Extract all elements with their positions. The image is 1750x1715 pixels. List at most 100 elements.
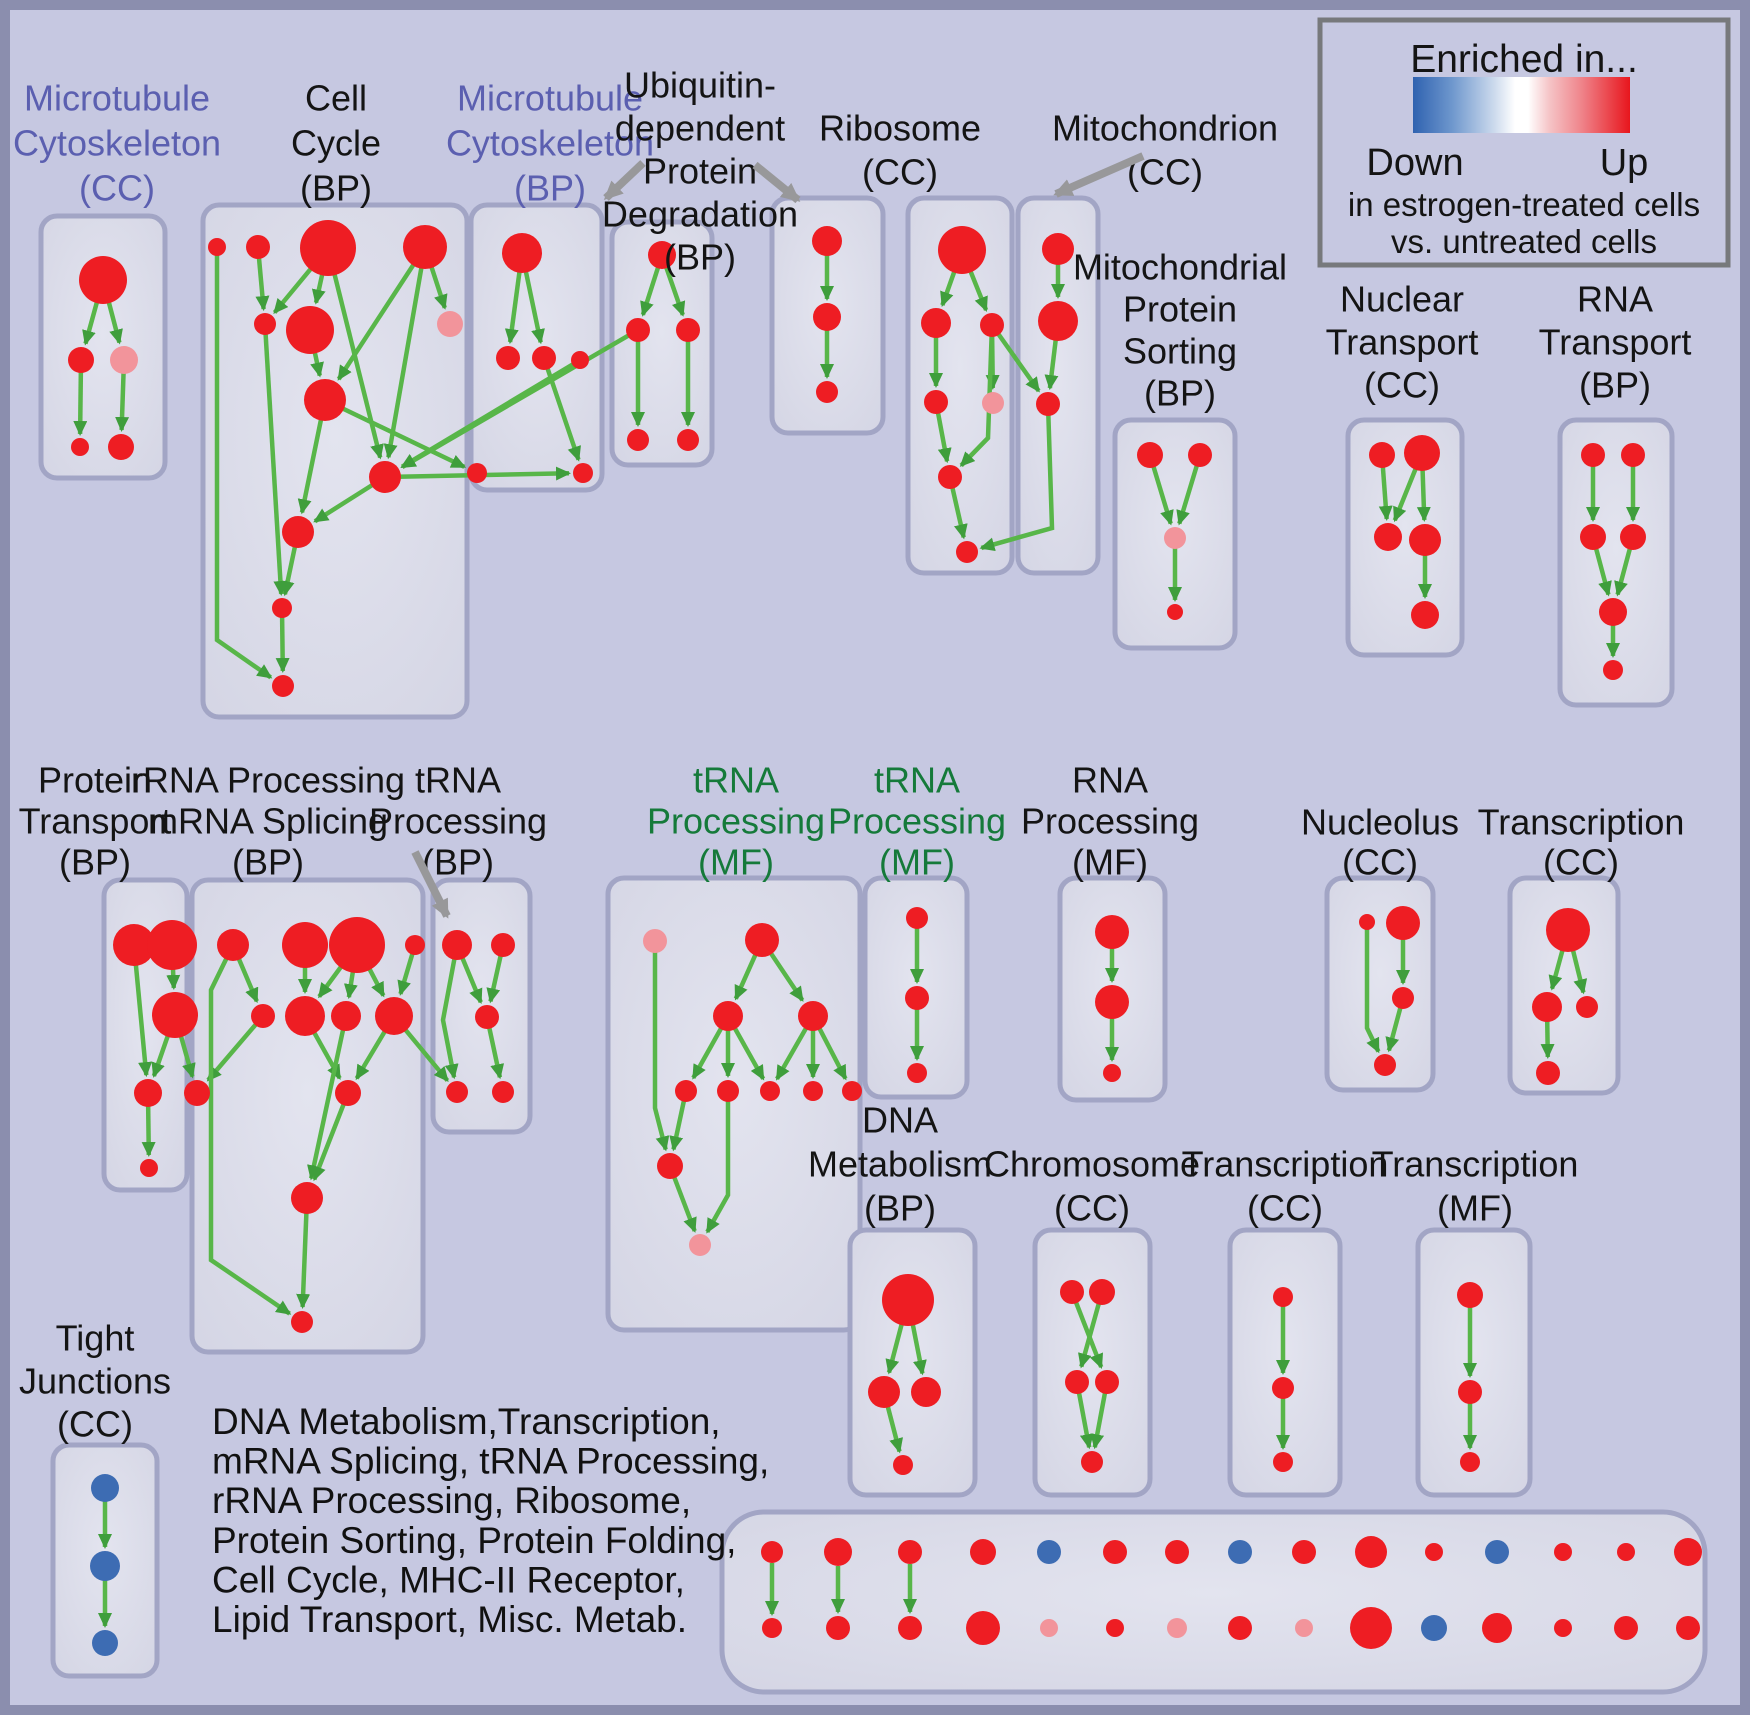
go-term-node <box>446 1081 468 1103</box>
cluster-label-ubiq-label: (BP) <box>664 237 736 278</box>
cluster-label-mito-sort: (BP) <box>1144 373 1216 414</box>
go-term-node <box>627 429 649 451</box>
go-term-node <box>956 541 978 563</box>
go-term-node <box>882 1274 934 1326</box>
cluster-label-nuclear-t: (CC) <box>1364 365 1440 406</box>
go-term-node <box>1042 233 1074 265</box>
go-term-node <box>893 1455 913 1475</box>
cluster-label-trna-bp: (BP) <box>422 842 494 883</box>
go-term-node <box>1374 1054 1396 1076</box>
cluster-label-prot-t: (BP) <box>59 842 131 883</box>
cluster-box-nuclear-t <box>1345 417 1465 658</box>
go-term-node <box>760 1081 780 1101</box>
go-term-node <box>1167 604 1183 620</box>
cluster-label-trna-bp: Processing <box>369 801 547 842</box>
summary-strip-node <box>1165 1540 1189 1564</box>
go-term-node <box>677 429 699 451</box>
cluster-label-dna-met: DNA <box>862 1100 938 1141</box>
legend: Enriched in... Down Up in estrogen-treat… <box>1317 17 1731 268</box>
go-term-node <box>1095 985 1129 1019</box>
cluster-label-mito-sort: Mitochondrial <box>1073 247 1287 288</box>
misc-clusters-annotation: DNA Metabolism,Transcription, mRNA Splic… <box>212 1401 769 1640</box>
go-term-node <box>1576 996 1598 1018</box>
cluster-label-cell-cycle: Cell <box>305 78 367 119</box>
go-term-node <box>648 241 676 269</box>
enrichment-edge <box>652 941 670 1152</box>
cluster-label-chromosome: (CC) <box>1054 1188 1130 1229</box>
enrichment-edge <box>1069 1291 1104 1369</box>
go-term-node <box>208 238 226 256</box>
summary-strip-node <box>1554 1619 1572 1637</box>
summary-strip-node <box>1295 1619 1313 1637</box>
go-term-node <box>405 935 425 955</box>
go-term-node <box>68 347 94 373</box>
summary-strip-node <box>898 1616 922 1640</box>
cluster-label-cell-cycle: (BP) <box>300 168 372 209</box>
cluster-label-trna-mf-1: Processing <box>647 801 825 842</box>
go-term-node <box>502 233 542 273</box>
go-term-node <box>745 923 779 957</box>
cluster-label-trna-mf-1: (MF) <box>698 842 774 883</box>
cluster-label-trans-mf: (MF) <box>1437 1188 1513 1229</box>
cluster-label-micro-cc: (CC) <box>79 168 155 209</box>
go-term-node <box>1536 1061 1560 1085</box>
go-term-node <box>816 381 838 403</box>
summary-strip-node <box>762 1618 782 1638</box>
go-term-node <box>980 313 1004 337</box>
cluster-box-micro-cc <box>38 213 168 481</box>
cluster-label-trans-cc-low: Transcription <box>1182 1144 1389 1185</box>
cluster-label-micro-bp: (BP) <box>514 168 586 209</box>
summary-strip-node <box>1425 1543 1443 1561</box>
cluster-label-ribosome: Ribosome <box>819 108 981 149</box>
go-term-node <box>1065 1370 1089 1394</box>
enrichment-edge <box>208 944 292 1316</box>
cluster-box-dna-met <box>847 1227 978 1498</box>
cluster-label-rna-t: Transport <box>1539 322 1692 363</box>
enrichment-edge <box>312 1092 351 1182</box>
go-term-node <box>272 675 294 697</box>
cluster-label-ubiq-label: dependent <box>615 108 785 149</box>
cluster-label-rrna: mRNA Splicing <box>148 801 388 842</box>
go-term-node <box>147 920 197 970</box>
cluster-label-nucleolus: (CC) <box>1342 842 1418 883</box>
go-term-node <box>442 930 472 960</box>
go-term-node <box>1532 992 1562 1022</box>
go-term-node <box>1038 301 1078 341</box>
go-term-node <box>1460 1452 1480 1472</box>
go-term-node <box>71 438 89 456</box>
enrichment-edge <box>336 245 427 381</box>
cluster-label-tight-junctions: Tight <box>56 1318 135 1359</box>
cluster-label-mito: Mitochondrion <box>1052 108 1278 149</box>
cluster-label-rna-mf: (MF) <box>1072 842 1148 883</box>
go-term-node <box>1060 1280 1084 1304</box>
annotation-line: mRNA Splicing, tRNA Processing, <box>212 1441 769 1482</box>
callout-arrow <box>752 161 801 204</box>
cluster-label-micro-bp: Microtubule <box>457 78 643 119</box>
legend-gradient-bar <box>1413 77 1630 133</box>
annotation-line: Protein Sorting, Protein Folding, <box>212 1520 736 1561</box>
summary-strip-node <box>1482 1613 1512 1643</box>
go-term-node <box>92 1630 118 1656</box>
go-term-node <box>375 997 413 1035</box>
callout-arrow <box>1053 152 1145 198</box>
summary-strip-node <box>1167 1618 1187 1638</box>
summary-strip-node <box>1228 1616 1252 1640</box>
callout-arrow <box>603 160 646 201</box>
go-term-node <box>689 1234 711 1256</box>
enrichment-edge <box>307 1015 349 1181</box>
summary-strip-node <box>1037 1540 1061 1564</box>
cluster-box-trans-mf <box>1415 1227 1533 1498</box>
cluster-box-trans-cc-mid <box>1507 875 1621 1096</box>
cluster-label-prot-t: Transport <box>19 801 172 842</box>
enrichment-edge <box>206 1014 265 1082</box>
cluster-label-ubiq-label: Degradation <box>602 194 798 235</box>
go-term-node <box>798 1001 828 1031</box>
cluster-label-rrna: rRNA Processing <box>131 760 405 801</box>
summary-strip-node <box>1485 1540 1509 1564</box>
cluster-label-trna-mf-2: tRNA <box>874 760 960 801</box>
cluster-label-dna-met: (BP) <box>864 1188 936 1229</box>
go-term-node <box>907 1063 927 1083</box>
go-term-node <box>1273 1452 1293 1472</box>
enrichment-edge <box>324 397 467 469</box>
summary-strip-node <box>1676 1616 1700 1640</box>
